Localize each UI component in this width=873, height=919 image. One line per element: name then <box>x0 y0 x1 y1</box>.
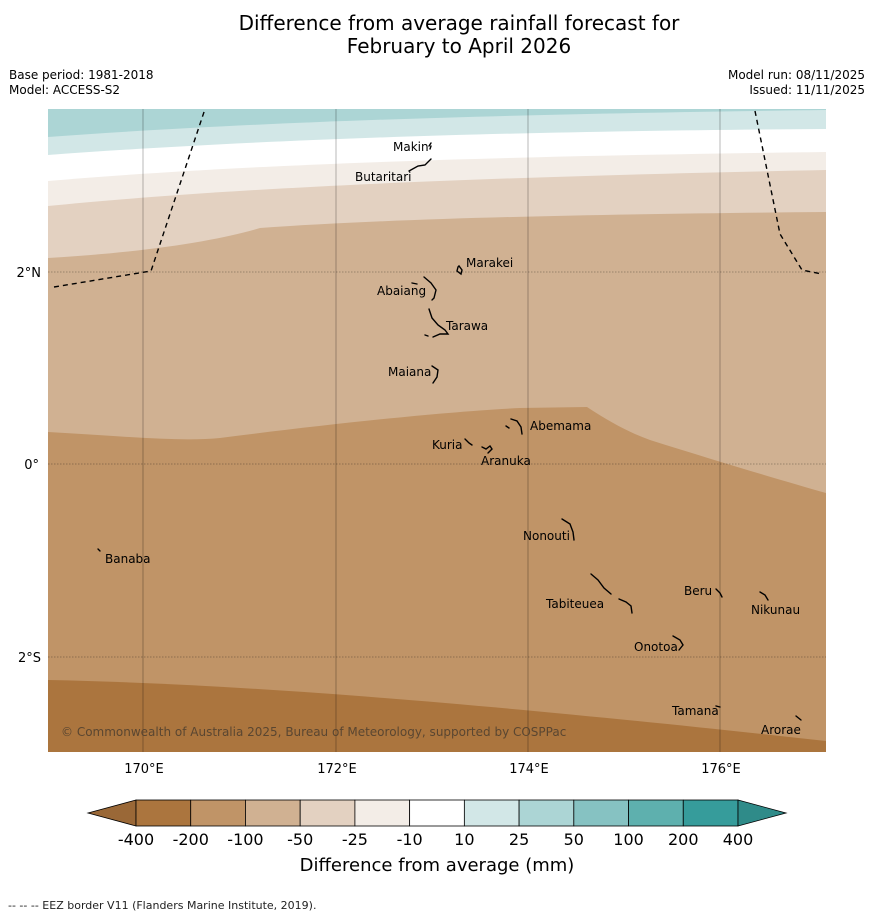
colorbar-cells <box>135 799 739 827</box>
colorbar-tick-label: -400 <box>118 830 154 849</box>
place-label-makin: Makin <box>393 140 429 154</box>
lon-label-176e: 176°E <box>701 762 741 777</box>
island-tamana-shape <box>715 705 721 708</box>
island-nonouti-shape <box>561 518 575 541</box>
model-name: Model: ACCESS-S2 <box>9 83 121 97</box>
lat-label-2s: 2°S <box>18 651 41 666</box>
island-marakei-shape <box>456 264 463 276</box>
island-abemama-shape <box>505 418 523 435</box>
place-labels: Makin Butaritari Marakei Abaiang Tarawa … <box>105 140 801 737</box>
place-label-nonouti: Nonouti <box>523 529 570 543</box>
colorbar-cell <box>409 799 465 827</box>
colorbar: -400 -200 -100 -50 -25 -10 10 25 50 100 200 400 Dif… <box>86 799 788 876</box>
colorbar-tick-label: 100 <box>613 830 644 849</box>
colorbar-title: Difference from average (mm) <box>300 855 575 876</box>
colorbar-cell <box>682 799 739 827</box>
colorbar-cell <box>628 799 684 827</box>
place-label-butaritari: Butaritari <box>355 170 412 184</box>
title-line-2: February to April 2026 <box>346 34 572 58</box>
eez-border <box>53 109 823 288</box>
place-label-maiana: Maiana <box>388 365 431 379</box>
island-maiana-shape <box>431 365 439 384</box>
place-label-kuria: Kuria <box>432 438 463 452</box>
island-arorae-shape <box>795 715 802 721</box>
colorbar-tick-label: -100 <box>227 830 263 849</box>
place-label-abaiang: Abaiang <box>377 284 426 298</box>
colorbar-tick-label: 50 <box>564 830 584 849</box>
colorbar-tick-label: 200 <box>668 830 699 849</box>
colorbar-tick-label: 25 <box>509 830 529 849</box>
colorbar-cell <box>299 799 356 827</box>
colorbar-tick-label: -200 <box>173 830 209 849</box>
lon-axis-labels: 170°E 172°E 174°E 176°E <box>124 762 741 777</box>
meta-right: Model run: 08/11/2025 Issued: 11/11/2025 <box>728 68 865 98</box>
title-line-1: Difference from average rainfall forecas… <box>238 11 680 35</box>
colorbar-cell <box>354 799 411 827</box>
contour-fill <box>48 109 826 752</box>
colorbar-cell <box>573 799 629 827</box>
island-tarawa-shape <box>424 308 450 338</box>
eez-border-east <box>754 110 823 275</box>
place-label-arorae: Arorae <box>761 723 801 737</box>
lon-label-172e: 172°E <box>317 762 357 777</box>
lat-label-2n: 2°N <box>17 266 42 281</box>
chart-title: Difference from average rainfall forecas… <box>0 12 873 58</box>
island-banaba-shape <box>97 548 101 552</box>
colorbar-extend-high <box>737 799 788 827</box>
colorbar-cell <box>463 799 520 827</box>
colorbar-cell <box>245 799 301 827</box>
island-beru-shape <box>715 588 723 598</box>
island-outlines <box>97 142 802 721</box>
island-makin-shape <box>428 142 432 150</box>
lat-label-0: 0° <box>24 458 39 473</box>
base-period: Base period: 1981-2018 <box>9 68 154 82</box>
graticule <box>48 109 826 752</box>
issued-date: Issued: 11/11/2025 <box>749 83 865 97</box>
eez-legend-note: -- -- -- EEZ border V11 (Flanders Marine… <box>8 899 317 912</box>
island-aranuka-shape <box>481 444 493 454</box>
place-label-aranuka: Aranuka <box>481 454 531 468</box>
colorbar-cell <box>135 799 192 827</box>
colorbar-cell <box>518 799 575 827</box>
island-butaritari-shape <box>408 158 432 172</box>
colorbar-tick-label: -25 <box>342 830 368 849</box>
place-label-nikunau: Nikunau <box>751 603 800 617</box>
colorbar-tick-label: -50 <box>287 830 313 849</box>
island-tabiteuea-shape <box>590 573 633 614</box>
model-run: Model run: 08/11/2025 <box>727 68 865 82</box>
place-label-beru: Beru <box>684 584 712 598</box>
copyright-notice: © Commonwealth of Australia 2025, Bureau… <box>61 725 566 739</box>
colorbar-tick-labels: -400 -200 -100 -50 -25 -10 10 25 50 100 200 400 <box>118 830 753 849</box>
place-label-tarawa: Tarawa <box>445 319 488 333</box>
place-label-tabiteuea: Tabiteuea <box>545 597 604 611</box>
place-label-tamana: Tamana <box>671 704 719 718</box>
colorbar-extend-low <box>86 799 137 827</box>
colorbar-tick-label: -10 <box>397 830 423 849</box>
lon-label-174e: 174°E <box>509 762 549 777</box>
colorbar-tick-label: 400 <box>723 830 754 849</box>
lat-axis-labels: 2°N 0° 2°S <box>17 266 42 666</box>
place-label-onotoa: Onotoa <box>634 640 678 654</box>
band-minus200 <box>48 407 826 752</box>
band-minus400 <box>48 680 826 752</box>
place-label-marakei: Marakei <box>466 256 513 270</box>
place-label-banaba: Banaba <box>105 552 151 566</box>
place-label-abemama: Abemama <box>530 419 591 433</box>
island-abaiang-shape <box>411 276 437 301</box>
colorbar-cell <box>190 799 246 827</box>
island-nikunau-shape <box>759 591 769 601</box>
lon-label-170e: 170°E <box>124 762 164 777</box>
colorbar-tick-label: 10 <box>454 830 474 849</box>
meta-left: Base period: 1981-2018 Model: ACCESS-S2 <box>9 68 154 98</box>
island-onotoa-shape <box>672 635 684 651</box>
island-kuria-shape <box>464 438 473 446</box>
